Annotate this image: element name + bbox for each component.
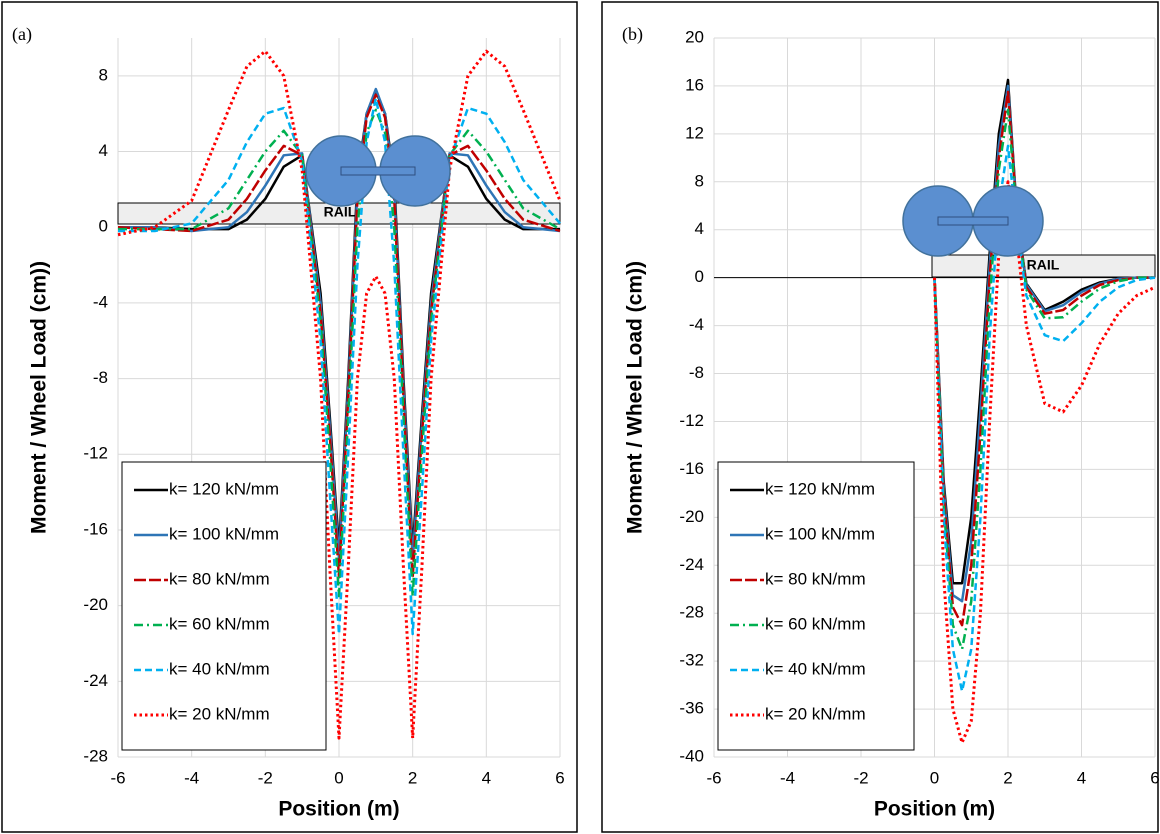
y-tick-label: -12 — [83, 444, 108, 463]
legend-label: k= 60 kN/mm — [765, 614, 866, 633]
y-tick-label: -8 — [689, 363, 704, 382]
x-tick-label: -2 — [258, 768, 273, 787]
panel-label: (a) — [12, 24, 32, 45]
x-tick-label: 0 — [334, 768, 343, 787]
y-tick-label: 4 — [695, 219, 704, 238]
legend: k= 120 kN/mm k= 100 kN/mm k= 80 kN/mm k= 60… — [717, 461, 915, 751]
rail-label: RAIL — [1027, 257, 1060, 273]
x-tick-label: 2 — [408, 768, 417, 787]
series-line — [117, 49, 562, 740]
x-axis-title: Position (m) — [874, 798, 995, 821]
x-tick-label: 6 — [1150, 768, 1159, 787]
legend-frame — [717, 461, 915, 751]
y-tick-label: -36 — [679, 699, 704, 718]
x-tick-label: 2 — [1003, 768, 1012, 787]
x-tick-label: 6 — [555, 768, 564, 787]
y-tick-label: -40 — [679, 746, 704, 765]
y-tick-label: 4 — [99, 141, 108, 160]
y-tick-label: -28 — [679, 603, 704, 622]
legend-label: k= 80 kN/mm — [169, 569, 270, 588]
y-tick-label: 8 — [695, 171, 704, 190]
y-tick-label: -32 — [679, 651, 704, 670]
x-tick-label: -2 — [853, 768, 868, 787]
x-tick-label: -6 — [706, 768, 721, 787]
x-tick-label: 0 — [930, 768, 939, 787]
legend-frame — [121, 461, 327, 751]
y-tick-label: -20 — [83, 595, 108, 614]
series-line — [118, 97, 561, 636]
series-line — [933, 180, 1156, 745]
legend-label: k= 40 kN/mm — [169, 659, 270, 678]
legend: k= 120 kN/mm k= 100 kN/mm k= 80 kN/mm k= 60… — [121, 461, 327, 751]
y-tick-label: 0 — [99, 217, 108, 236]
y-tick-label: -16 — [679, 459, 704, 478]
y-tick-label: 12 — [685, 123, 704, 142]
y-axis-title: Moment / Wheel Load (cm)) — [28, 261, 51, 534]
axle — [340, 166, 416, 176]
legend-label: k= 40 kN/mm — [765, 659, 866, 678]
x-tick-label: -4 — [780, 768, 795, 787]
x-tick-label: -6 — [110, 768, 125, 787]
panel-label: (b) — [622, 24, 643, 45]
x-axis-title: Position (m) — [278, 798, 399, 821]
legend-label: k= 100 kN/mm — [169, 524, 279, 543]
legend-label: k= 80 kN/mm — [765, 569, 866, 588]
y-tick-label: -4 — [689, 315, 704, 334]
axle — [937, 216, 1009, 226]
x-tick-label: 4 — [1077, 768, 1086, 787]
y-tick-label: -16 — [83, 519, 108, 538]
legend-label: k= 60 kN/mm — [169, 614, 270, 633]
x-tick-label: 4 — [482, 768, 491, 787]
y-axis-title: Moment / Wheel Load (cm)) — [624, 261, 647, 534]
legend-label: k= 120 kN/mm — [765, 479, 875, 498]
y-tick-label: -24 — [83, 671, 108, 690]
panel: -40-36-32-28-24-20-16-12-8-4048121620-6-… — [601, 1, 1160, 833]
y-tick-label: 20 — [685, 27, 704, 46]
y-tick-label: 0 — [695, 267, 704, 286]
y-tick-label: -4 — [93, 292, 108, 311]
y-tick-label: -28 — [83, 746, 108, 765]
legend-label: k= 20 kN/mm — [169, 704, 270, 723]
legend-label: k= 20 kN/mm — [765, 704, 866, 723]
series-line — [933, 108, 1155, 651]
y-tick-label: -8 — [93, 368, 108, 387]
y-tick-label: -20 — [679, 507, 704, 526]
legend-label: k= 120 kN/mm — [169, 479, 279, 498]
y-tick-label: 16 — [685, 75, 704, 94]
y-tick-label: -12 — [679, 411, 704, 430]
legend-label: k= 100 kN/mm — [765, 524, 875, 543]
x-tick-label: -4 — [184, 768, 199, 787]
series-line — [117, 93, 561, 579]
y-tick-label: 8 — [99, 65, 108, 84]
rail-label: RAIL — [324, 204, 357, 220]
series-line — [933, 90, 1155, 627]
series-line — [118, 87, 561, 560]
y-tick-label: -24 — [679, 555, 704, 574]
